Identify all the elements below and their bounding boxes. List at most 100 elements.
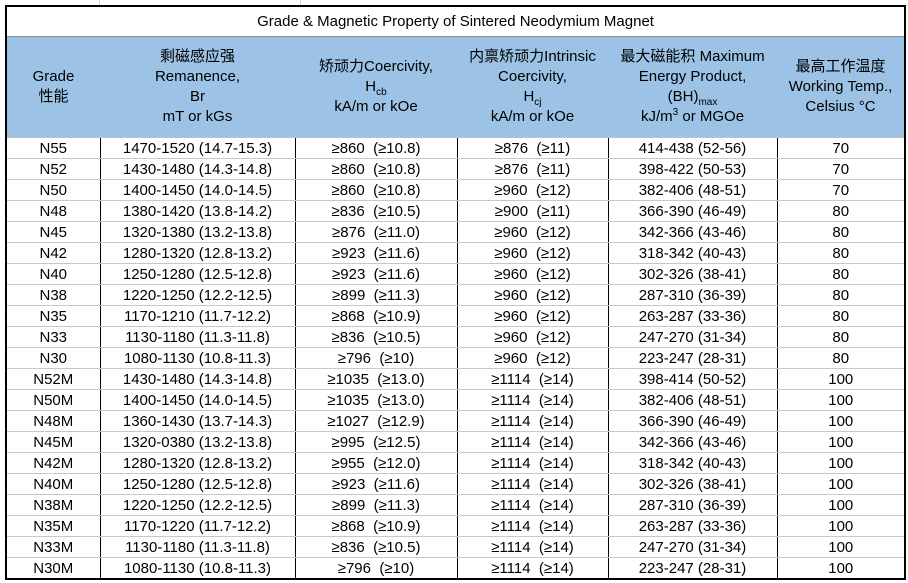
cell-hcb: ≥1035 (≥13.0) (294, 368, 458, 390)
cell-bh: 263-287 (33-36) (607, 305, 778, 327)
cell-br: 1250-1280 (12.5-12.8) (99, 263, 296, 285)
cell-hcb: ≥868 (≥10.9) (294, 305, 458, 327)
table-row: N40 1250-1280 (12.5-12.8) ≥923 (≥11.6) ≥960… (6, 263, 906, 285)
cell-hcj: ≥900 (≥11) (456, 200, 609, 222)
cell-grade: N33 (6, 326, 101, 348)
cell-grade: N45 (6, 221, 101, 243)
cell-bh: 247-270 (31-34) (607, 536, 778, 558)
header-line: Working Temp., (788, 78, 893, 95)
table-row: N55 1470-1520 (14.7-15.3) ≥860 (≥10.8) ≥876… (6, 137, 906, 159)
header-line: Remanence, (154, 68, 241, 85)
cell-hcj: ≥960 (≥12) (456, 263, 609, 285)
table-row: N33M 1130-1180 (11.3-11.8) ≥836 (≥10.5) ≥11… (6, 536, 906, 558)
cell-bh: 342-366 (43-46) (607, 431, 778, 453)
cell-hcj: ≥960 (≥12) (456, 179, 609, 201)
header-line: Br (190, 88, 205, 105)
cell-grade: N30 (6, 347, 101, 369)
cell-bh: 366-390 (46-49) (607, 200, 778, 222)
cell-br: 1470-1520 (14.7-15.3) (99, 137, 296, 159)
cell-grade: N45M (6, 431, 101, 453)
cell-hcj: ≥1114 (≥14) (456, 536, 609, 558)
cell-hcb: ≥836 (≥10.5) (294, 536, 458, 558)
unit-text: kJ/m (640, 108, 673, 125)
cell-grade: N33M (6, 536, 101, 558)
cell-grade: N48 (6, 200, 101, 222)
cell-grade: N38 (6, 284, 101, 306)
cell-temp: 70 (776, 179, 906, 201)
cell-hcb: ≥899 (≥11.3) (294, 284, 458, 306)
gridline-stub (300, 0, 301, 5)
col-header-grade: Grade 性能 (6, 36, 100, 138)
cell-hcj: ≥960 (≥12) (456, 326, 609, 348)
cell-hcj: ≥960 (≥12) (456, 305, 609, 327)
title-row: Grade & Magnetic Property of Sintered Ne… (6, 6, 906, 37)
cell-temp: 100 (776, 494, 906, 516)
table-row: N52M 1430-1480 (14.3-14.8) ≥1035 (≥13.0) ≥1… (6, 368, 906, 390)
cell-temp: 100 (776, 536, 906, 558)
cell-hcj: ≥1114 (≥14) (456, 557, 609, 580)
header-line: Grade (32, 68, 75, 85)
cell-temp: 100 (776, 452, 906, 474)
cell-temp: 100 (776, 389, 906, 411)
cell-hcj: ≥960 (≥12) (456, 221, 609, 243)
cell-temp: 80 (776, 305, 906, 327)
cell-hcj: ≥960 (≥12) (456, 242, 609, 264)
cell-grade: N42 (6, 242, 101, 264)
symbol-subscript: max (698, 97, 718, 108)
table-row: N38M 1220-1250 (12.2-12.5) ≥899 (≥11.3) ≥11… (6, 494, 906, 516)
cell-hcj: ≥1114 (≥14) (456, 473, 609, 495)
header-line: kJ/m3 or MGOe (608, 107, 777, 127)
col-header-intrinsic-coercivity: 内禀矫顽力Intrinsic Coercivity, Hcj kA/m or k… (457, 36, 608, 138)
header-line: kA/m or kOe (334, 98, 418, 115)
cell-grade: N52M (6, 368, 101, 390)
table-row: N50M 1400-1450 (14.0-14.5) ≥1035 (≥13.0) ≥1… (6, 389, 906, 411)
symbol-BH: (BH) (667, 88, 699, 105)
header-line: Celsius °C (805, 98, 876, 115)
cell-bh: 287-310 (36-39) (607, 494, 778, 516)
table-row: N38 1220-1250 (12.2-12.5) ≥899 (≥11.3) ≥960… (6, 284, 906, 306)
table-row: N30M 1080-1130 (10.8-11.3) ≥796 (≥10) ≥1114… (6, 557, 906, 580)
cell-br: 1380-1420 (13.8-14.2) (99, 200, 296, 222)
cell-hcj: ≥1114 (≥14) (456, 410, 609, 432)
cell-hcj: ≥1114 (≥14) (456, 452, 609, 474)
cell-hcb: ≥923 (≥11.6) (294, 473, 458, 495)
cell-temp: 100 (776, 515, 906, 537)
symbol-H: H (523, 88, 535, 105)
header-line: 最高工作温度 (795, 58, 886, 75)
cell-bh: 382-406 (48-51) (607, 179, 778, 201)
header-line: mT or kGs (162, 108, 233, 125)
cell-grade: N48M (6, 410, 101, 432)
table-row: N35M 1170-1220 (11.7-12.2) ≥868 (≥10.9) ≥11… (6, 515, 906, 537)
cell-bh: 247-270 (31-34) (607, 326, 778, 348)
cell-hcj: ≥1114 (≥14) (456, 389, 609, 411)
cell-hcj: ≥876 (≥11) (456, 158, 609, 180)
unit-superscript: 3 (672, 107, 679, 118)
cell-br: 1080-1130 (10.8-11.3) (99, 557, 296, 580)
table-title: Grade & Magnetic Property of Sintered Ne… (6, 6, 906, 37)
cell-br: 1250-1280 (12.5-12.8) (99, 473, 296, 495)
header-line: Coercivity, (498, 68, 567, 85)
cell-temp: 80 (776, 242, 906, 264)
cell-hcj: ≥1114 (≥14) (456, 515, 609, 537)
table-row: N33 1130-1180 (11.3-11.8) ≥836 (≥10.5) ≥960… (6, 326, 906, 348)
cell-grade: N40M (6, 473, 101, 495)
cell-bh: 342-366 (43-46) (607, 221, 778, 243)
cell-hcb: ≥860 (≥10.8) (294, 137, 458, 159)
table-body: N55 1470-1520 (14.7-15.3) ≥860 (≥10.8) ≥876… (6, 137, 906, 580)
cell-hcj: ≥960 (≥12) (456, 347, 609, 369)
cell-temp: 80 (776, 284, 906, 306)
cell-temp: 80 (776, 221, 906, 243)
header-line: kA/m or kOe (490, 108, 575, 125)
cell-hcb: ≥923 (≥11.6) (294, 263, 458, 285)
cell-br: 1430-1480 (14.3-14.8) (99, 368, 296, 390)
cell-grade: N50 (6, 179, 101, 201)
table-row: N40M 1250-1280 (12.5-12.8) ≥923 (≥11.6) ≥11… (6, 473, 906, 495)
cell-grade: N55 (6, 137, 101, 159)
col-header-working-temp: 最高工作温度 Working Temp., Celsius °C (777, 36, 906, 138)
magnet-property-table: Grade & Magnetic Property of Sintered Ne… (5, 5, 907, 580)
symbol-subscript: cb (376, 87, 387, 98)
cell-temp: 100 (776, 410, 906, 432)
header-line: 性能 (38, 88, 69, 105)
cell-bh: 414-438 (52-56) (607, 137, 778, 159)
cell-hcj: ≥1114 (≥14) (456, 494, 609, 516)
